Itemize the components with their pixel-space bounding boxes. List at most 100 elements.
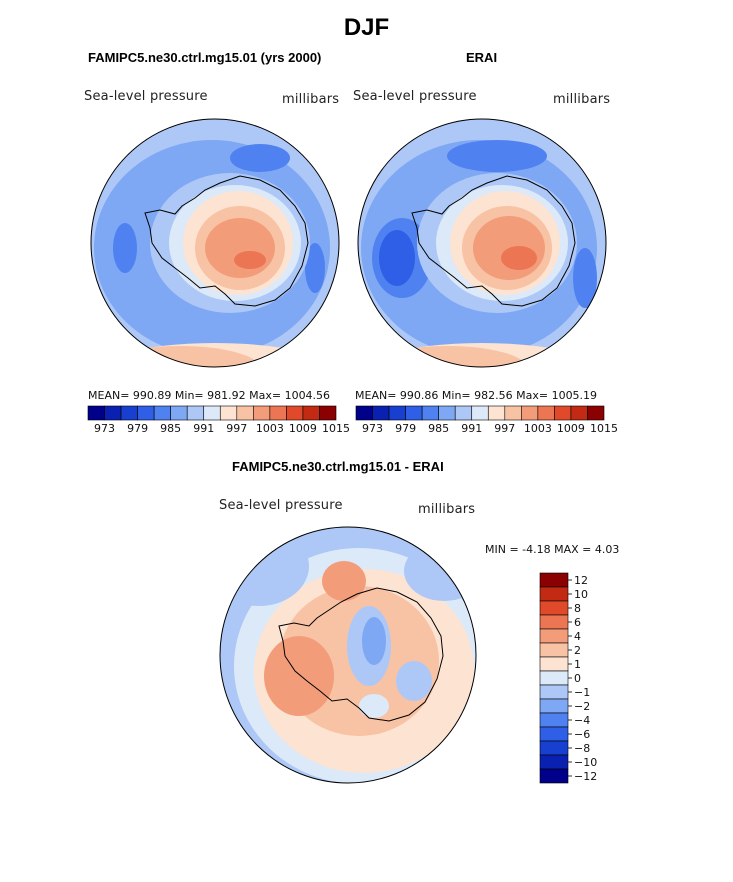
left-colorbar-tick-label: 1015	[322, 422, 350, 435]
diff-colorbar-swatch	[539, 600, 569, 616]
right-ant-4	[501, 246, 537, 270]
diff-colorbar-swatch	[539, 670, 569, 686]
left-colorbar: 973 979 985 991 997 1003 1009 1015	[87, 405, 350, 435]
left-colorbar-swatch	[253, 405, 271, 421]
right-colorbar-swatch	[570, 405, 588, 421]
diff-neg-top	[220, 527, 309, 606]
diff-pos-west	[264, 636, 334, 716]
right-colorbar-tick-label: 979	[395, 422, 416, 435]
right-colorbar-swatch	[504, 405, 522, 421]
right-colorbar-swatch	[372, 405, 390, 421]
diff-panel-title: FAMIPC5.ne30.ctrl.mg15.01 - ERAI	[232, 459, 444, 474]
right-colorbar-swatch	[438, 405, 456, 421]
diff-neutral-east	[359, 694, 389, 718]
left-colorbar-swatch	[120, 405, 138, 421]
right-colorbar-swatch	[537, 405, 555, 421]
right-map	[357, 118, 607, 368]
diff-colorbar-tick-label: −12	[574, 770, 597, 783]
diff-colorbar-tick-label: 10	[574, 588, 588, 601]
left-colorbar-tick-label: 985	[160, 422, 181, 435]
right-units-label: millibars	[553, 92, 611, 107]
left-colorbar-tick-label: 991	[193, 422, 214, 435]
left-colorbar-tick-label: 1009	[289, 422, 317, 435]
diff-colorbar-swatch	[539, 712, 569, 728]
right-low-cell4	[573, 248, 597, 308]
diff-neg-east	[396, 661, 432, 701]
left-colorbar-tick-label: 973	[94, 422, 115, 435]
diff-colorbar-swatch	[539, 572, 569, 588]
diff-colorbar-tick-label: 12	[574, 574, 588, 587]
left-ant-3	[205, 218, 275, 278]
left-map	[90, 118, 340, 368]
left-colorbar-swatch	[170, 405, 188, 421]
diff-colorbar-swatch	[539, 656, 569, 672]
left-colorbar-swatch	[302, 405, 320, 421]
diff-colorbar-tick-label: 1	[574, 658, 581, 671]
left-outer-high2	[100, 346, 260, 367]
right-colorbar-swatch	[554, 405, 572, 421]
left-colorbar-swatch	[269, 405, 287, 421]
diff-colorbar-swatch	[539, 642, 569, 658]
diff-colorbar-swatch	[539, 726, 569, 742]
diff-variable-label: Sea-level pressure	[219, 498, 343, 513]
right-colorbar-tick-label: 1015	[590, 422, 618, 435]
figure-title: DJF	[343, 14, 390, 41]
right-colorbar-tick-label: 1003	[524, 422, 552, 435]
left-colorbar-swatch	[286, 405, 304, 421]
right-colorbar-swatch	[454, 405, 473, 421]
right-colorbar-tick-label: 985	[428, 422, 449, 435]
right-panel-title: ERAI	[466, 50, 498, 65]
diff-coastline	[278, 587, 444, 722]
left-low-cell2	[113, 223, 137, 273]
diff-colorbar-tick-label: −8	[574, 742, 590, 755]
right-colorbar-tick-label: 991	[461, 422, 482, 435]
diff-stats: MIN = -4.18 MAX = 4.03	[485, 543, 620, 556]
diff-colorbar-tick-label: −10	[574, 756, 597, 769]
right-ant-3	[473, 216, 545, 280]
diff-colorbar-tick-label: −1	[574, 686, 590, 699]
diff-colorbar-swatch	[539, 586, 569, 602]
diff-colorbar-tick-label: −4	[574, 714, 590, 727]
right-variable-label: Sea-level pressure	[353, 89, 477, 104]
diff-colorbar-tick-label: 8	[574, 602, 581, 615]
diff-colorbar-tick-label: 0	[574, 672, 581, 685]
right-colorbar-swatch	[487, 405, 506, 421]
left-colorbar-tick-label: 1003	[256, 422, 284, 435]
right-outer-high2	[367, 346, 527, 367]
left-colorbar-swatch	[319, 405, 337, 421]
right-colorbar-tick-label: 1009	[557, 422, 585, 435]
right-colorbar-swatch	[421, 405, 439, 421]
right-colorbar-tick-label: 973	[362, 422, 383, 435]
diff-colorbar-tick-label: 6	[574, 616, 581, 629]
right-colorbar-swatch	[587, 405, 605, 421]
left-ant-4	[234, 251, 266, 269]
right-colorbar-tick-label: 997	[494, 422, 515, 435]
left-colorbar-tick-label: 979	[127, 422, 148, 435]
diff-colorbar-tick-label: 2	[574, 644, 581, 657]
left-low-cell	[230, 144, 290, 172]
left-colorbar-swatch	[87, 405, 105, 421]
left-colorbar-swatch	[203, 405, 221, 421]
right-colorbar-swatch	[355, 405, 373, 421]
diff-units-label: millibars	[418, 502, 476, 517]
right-coastline	[411, 175, 576, 307]
diff-colorbar-swatch	[539, 684, 569, 700]
diff-neg-ant2	[362, 617, 386, 665]
diff-pos-north	[322, 561, 366, 601]
right-colorbar-swatch	[405, 405, 423, 421]
left-low-cell3	[305, 243, 325, 293]
right-colorbar-swatch	[521, 405, 539, 421]
left-colorbar-swatch	[104, 405, 122, 421]
left-variable-label: Sea-level pressure	[84, 89, 208, 104]
diff-colorbar-tick-label: −2	[574, 700, 590, 713]
left-units-label: millibars	[282, 92, 340, 107]
left-panel-title: FAMIPC5.ne30.ctrl.mg15.01 (yrs 2000)	[88, 50, 322, 65]
diff-colorbar-swatch	[539, 698, 569, 714]
right-stats: MEAN= 990.86 Min= 982.56 Max= 1005.19	[355, 389, 598, 402]
left-colorbar-swatch	[153, 405, 171, 421]
right-colorbar-swatch	[471, 405, 489, 421]
diff-colorbar-swatch	[539, 740, 569, 756]
left-colorbar-swatch	[137, 405, 155, 421]
left-colorbar-swatch	[219, 405, 238, 421]
